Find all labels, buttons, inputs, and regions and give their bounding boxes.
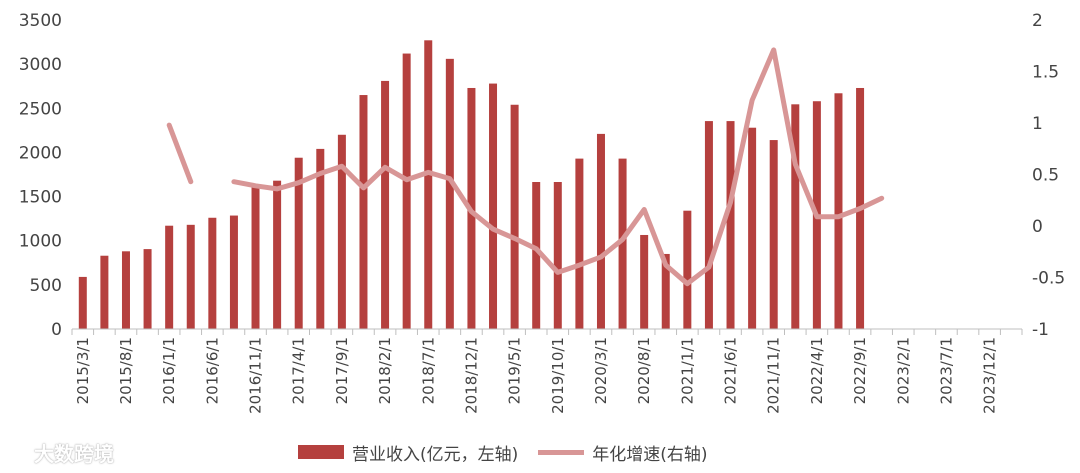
x-tick-label: 2021/1/1: [678, 337, 696, 404]
bar: [553, 182, 562, 329]
bar: [769, 140, 778, 329]
bar: [294, 157, 303, 329]
x-tick-label: 2019/5/1: [506, 337, 524, 404]
bar: [78, 276, 87, 329]
bar: [100, 255, 109, 329]
x-tick-label: 2018/12/1: [462, 337, 480, 414]
y-right-tick-label: 0: [1032, 217, 1043, 237]
x-tick-label: 2020/8/1: [635, 337, 653, 404]
x-tick-label: 2022/9/1: [851, 337, 869, 404]
x-tick-label: 2023/12/1: [981, 337, 999, 414]
x-tick-label: 2017/9/1: [333, 337, 351, 404]
y-left-tick-label: 1500: [19, 188, 62, 208]
series-line: [166, 122, 194, 185]
legend-bar-label: 营业收入(亿元，左轴): [352, 444, 519, 465]
line-series: [166, 47, 885, 287]
bar: [402, 53, 411, 329]
bar: [532, 182, 541, 329]
x-tick-label: 2016/1/1: [160, 337, 178, 404]
x-tick-label: 2021/6/1: [722, 337, 740, 404]
bar: [704, 121, 713, 329]
bar: [748, 127, 757, 329]
bar: [121, 251, 130, 329]
x-tick-label: 2023/7/1: [937, 337, 955, 404]
watermark-logo-icon: [6, 444, 29, 461]
y-right-tick-label: 1: [1032, 114, 1043, 134]
watermark: 大数跨境: [6, 438, 114, 467]
x-tick-label: 2018/2/1: [376, 337, 394, 404]
bar: [359, 95, 368, 330]
y-right-tick-label: -1: [1032, 320, 1049, 340]
bar: [251, 186, 260, 329]
x-tick-label: 2018/7/1: [419, 337, 437, 404]
y-left-tick-label: 2000: [19, 143, 62, 163]
x-tick-label: 2015/8/1: [117, 337, 135, 404]
series-line: [231, 47, 885, 287]
bar: [337, 134, 346, 329]
bar: [316, 148, 325, 329]
legend: 营业收入(亿元，左轴) 年化增速(右轴): [298, 440, 708, 465]
x-tick-label: 2021/11/1: [765, 337, 783, 414]
bar: [834, 93, 843, 329]
y-right-tick-label: 2: [1032, 11, 1043, 31]
y-right-tick-label: 1.5: [1032, 63, 1059, 83]
x-tick-label: 2019/10/1: [549, 337, 567, 414]
bar: [640, 234, 649, 329]
legend-line-swatch: [538, 449, 585, 455]
y-right-tick-label: 0.5: [1032, 166, 1059, 186]
bar: [445, 58, 454, 330]
bar: [229, 215, 238, 329]
bar: [618, 158, 627, 329]
legend-line-label: 年化增速(右轴): [592, 444, 708, 465]
bar: [165, 225, 174, 329]
y-left-tick-label: 500: [30, 276, 62, 296]
axes: 0 500 1000 1500 2000 2500 3000 3500 -1 -0.5 0 0.5 1 1…: [19, 11, 1065, 414]
bar: [575, 158, 584, 329]
bar: [208, 217, 217, 329]
bar: [661, 253, 670, 329]
x-tick-label: 2022/4/1: [808, 337, 826, 404]
x-tick-label: 2020/3/1: [592, 337, 610, 404]
x-tick-label: 2016/11/1: [247, 337, 265, 414]
y-left-tick-label: 1000: [19, 232, 62, 252]
watermark-text: 大数跨境: [34, 442, 114, 466]
bar: [596, 133, 605, 329]
bar: [381, 80, 390, 329]
bar: [273, 180, 282, 329]
bar-series: [78, 40, 865, 330]
bar: [791, 104, 800, 329]
legend-bar-swatch: [298, 445, 344, 459]
bar: [424, 40, 433, 329]
x-tick-label: 2023/2/1: [894, 337, 912, 404]
bar: [186, 224, 195, 329]
bar: [143, 249, 152, 329]
y-left-tick-label: 3000: [19, 55, 62, 75]
bar: [683, 210, 692, 329]
y-right-tick-label: -0.5: [1032, 269, 1065, 289]
bar: [726, 121, 735, 329]
bar: [510, 104, 519, 329]
x-tick-label: 2017/4/1: [290, 337, 308, 404]
chart: 0 500 1000 1500 2000 2500 3000 3500 -1 -0.5 0 0.5 1 1…: [19, 11, 1065, 414]
y-left-tick-label: 3500: [19, 11, 62, 31]
x-tick-label: 2016/6/1: [203, 337, 221, 404]
y-left-tick-label: 2500: [19, 99, 62, 119]
y-left-tick-label: 0: [51, 320, 62, 340]
x-tick-label: 2015/3/1: [74, 337, 92, 404]
bar: [489, 83, 498, 330]
